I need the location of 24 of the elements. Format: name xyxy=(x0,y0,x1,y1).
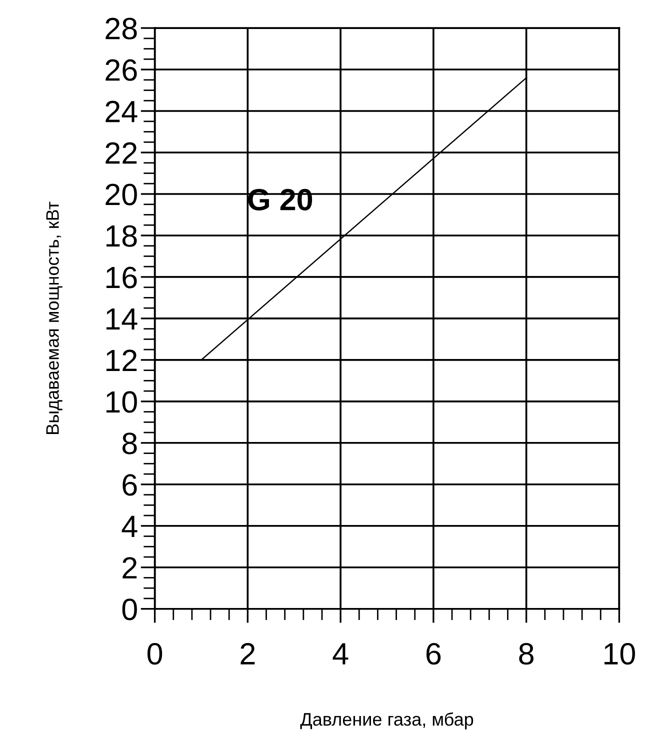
y-tick-label: 22 xyxy=(106,142,137,164)
x-tick-label: 10 xyxy=(604,642,635,665)
y-tick-label: 20 xyxy=(106,184,137,206)
y-tick-label: 8 xyxy=(122,432,137,454)
y-tick-label: 10 xyxy=(106,391,137,413)
x-tick-label: 6 xyxy=(426,642,441,665)
y-tick-label: 12 xyxy=(106,350,137,372)
y-tick-label: 6 xyxy=(122,474,137,496)
x-tick-label: 2 xyxy=(240,642,255,664)
y-tick-label: 4 xyxy=(122,516,138,537)
x-tick-label: 8 xyxy=(519,642,534,665)
y-tick-label: 28 xyxy=(106,18,137,40)
y-tick-label: 18 xyxy=(106,225,137,247)
y-tick-label: 16 xyxy=(106,266,137,288)
y-tick-label: 24 xyxy=(106,100,138,122)
y-tick-label: 14 xyxy=(106,308,138,330)
y-axis-title: Выдаваемая мощность, кВт xyxy=(46,202,62,434)
y-tick-label: 26 xyxy=(106,59,137,81)
x-axis-title: Давление газа, мбар xyxy=(300,712,474,730)
x-tick-label: 0 xyxy=(148,642,162,665)
y-tick-label: 2 xyxy=(122,557,137,578)
x-tick-label: 4 xyxy=(332,643,348,664)
y-tick-label: 0 xyxy=(122,598,137,620)
series-label: G 20 xyxy=(248,188,312,210)
